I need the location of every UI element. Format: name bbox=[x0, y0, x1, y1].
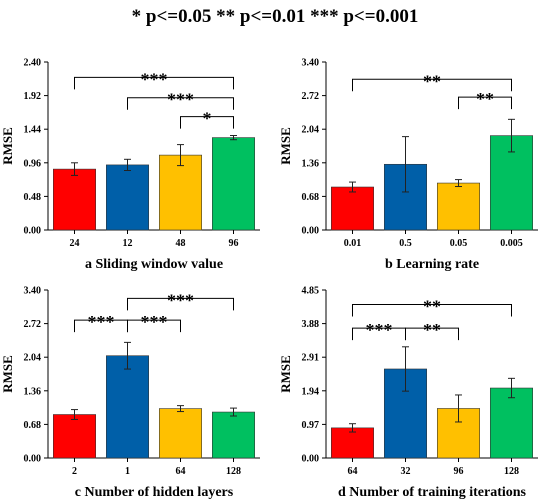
x-tick-label: 2 bbox=[72, 466, 77, 477]
y-tick-label: 3.40 bbox=[24, 286, 42, 297]
bar-48 bbox=[159, 154, 203, 231]
bar-2 bbox=[52, 414, 97, 459]
bar-24 bbox=[52, 168, 97, 231]
y-tick-label: 2.04 bbox=[302, 125, 320, 136]
x-tick-label: 1 bbox=[125, 466, 130, 477]
significance-stars: *** bbox=[88, 312, 115, 332]
y-tick-label: 0.97 bbox=[302, 420, 320, 431]
y-tick-label: 2.40 bbox=[24, 58, 42, 69]
significance-bracket bbox=[127, 297, 234, 311]
chart-panel-b: 0.00 0.68 1.36 2.04 2.72 3.40 RMSE 0.01 0.5 0.05 0… bbox=[278, 58, 538, 272]
y-tick-label: 3.88 bbox=[302, 319, 320, 330]
y-tick-label: 1.92 bbox=[24, 91, 42, 102]
x-tick-label: 24 bbox=[70, 238, 80, 249]
x-tick-label: 128 bbox=[504, 466, 519, 477]
significance-stars: *** bbox=[141, 69, 168, 89]
x-tick-label: 96 bbox=[454, 466, 464, 477]
bar-128 bbox=[489, 387, 533, 459]
x-tick-label: 32 bbox=[401, 466, 411, 477]
significance-stars: * bbox=[203, 109, 212, 129]
panel-title: b Learning rate bbox=[385, 257, 479, 272]
significance-bracket bbox=[352, 304, 512, 317]
y-tick-label: 0.00 bbox=[302, 226, 320, 237]
x-tick-label: 128 bbox=[226, 466, 241, 477]
significance-stars: *** bbox=[366, 320, 393, 340]
y-tick-label: 2.04 bbox=[24, 353, 42, 364]
significance-bracket bbox=[405, 327, 459, 341]
x-tick-label: 96 bbox=[229, 238, 239, 249]
y-axis-label: RMSE bbox=[0, 355, 15, 393]
significance-bracket bbox=[180, 116, 234, 129]
significance-bracket bbox=[127, 97, 234, 110]
x-tick-label: 64 bbox=[348, 466, 358, 477]
y-tick-label: 1.44 bbox=[24, 125, 42, 136]
y-tick-label: 0.00 bbox=[24, 226, 42, 237]
y-tick-label: 0.00 bbox=[24, 454, 42, 465]
bar-1 bbox=[106, 355, 150, 459]
significance-stars: ** bbox=[476, 89, 494, 109]
y-tick-label: 1.36 bbox=[24, 386, 42, 397]
significance-stars: ** bbox=[423, 297, 441, 317]
significance-stars: *** bbox=[167, 290, 194, 310]
bar-96 bbox=[212, 137, 256, 231]
y-tick-label: 2.72 bbox=[302, 91, 320, 102]
y-axis-label: RMSE bbox=[278, 355, 293, 393]
significance-stars: ** bbox=[423, 320, 441, 340]
y-tick-label: 0.96 bbox=[24, 158, 42, 169]
x-tick-label: 0.005 bbox=[500, 238, 523, 249]
x-tick-label: 12 bbox=[123, 238, 133, 249]
significance-stars: ** bbox=[423, 71, 441, 91]
significance-bracket bbox=[74, 76, 234, 90]
significance-bracket bbox=[127, 319, 181, 333]
bar-0.05 bbox=[436, 182, 480, 231]
y-tick-label: 0.68 bbox=[24, 420, 42, 431]
y-tick-label: 1.36 bbox=[302, 158, 320, 169]
x-tick-label: 0.01 bbox=[344, 238, 362, 249]
y-axis-label: RMSE bbox=[0, 127, 15, 165]
y-tick-label: 3.40 bbox=[302, 58, 320, 69]
y-tick-label: 0.48 bbox=[24, 192, 42, 203]
significance-bracket bbox=[458, 96, 512, 110]
bar-64 bbox=[159, 408, 203, 459]
y-tick-label: 2.72 bbox=[24, 319, 42, 330]
x-tick-label: 48 bbox=[176, 238, 186, 249]
bar-0.01 bbox=[330, 186, 374, 231]
significance-legend: * p<=0.05 ** p<=0.01 *** p<=0.001 bbox=[132, 6, 419, 27]
bar-128 bbox=[212, 411, 256, 459]
panel-title: a Sliding window value bbox=[85, 257, 223, 272]
y-tick-label: 4.85 bbox=[302, 286, 320, 297]
x-tick-label: 0.5 bbox=[399, 238, 412, 249]
panel-title: d Number of training iterations bbox=[338, 485, 527, 500]
y-axis-label: RMSE bbox=[278, 127, 293, 165]
y-tick-label: 1.94 bbox=[302, 386, 320, 397]
y-tick-label: 2.91 bbox=[302, 353, 320, 364]
y-tick-label: 0.68 bbox=[302, 192, 320, 203]
panel-title: c Number of hidden layers bbox=[75, 485, 234, 500]
x-tick-label: 0.05 bbox=[450, 238, 468, 249]
significance-stars: *** bbox=[167, 90, 194, 110]
significance-stars: *** bbox=[141, 312, 168, 332]
y-tick-label: 0.00 bbox=[302, 454, 320, 465]
bar-12 bbox=[106, 164, 150, 231]
x-tick-label: 64 bbox=[176, 466, 186, 477]
significance-bracket bbox=[352, 78, 512, 92]
